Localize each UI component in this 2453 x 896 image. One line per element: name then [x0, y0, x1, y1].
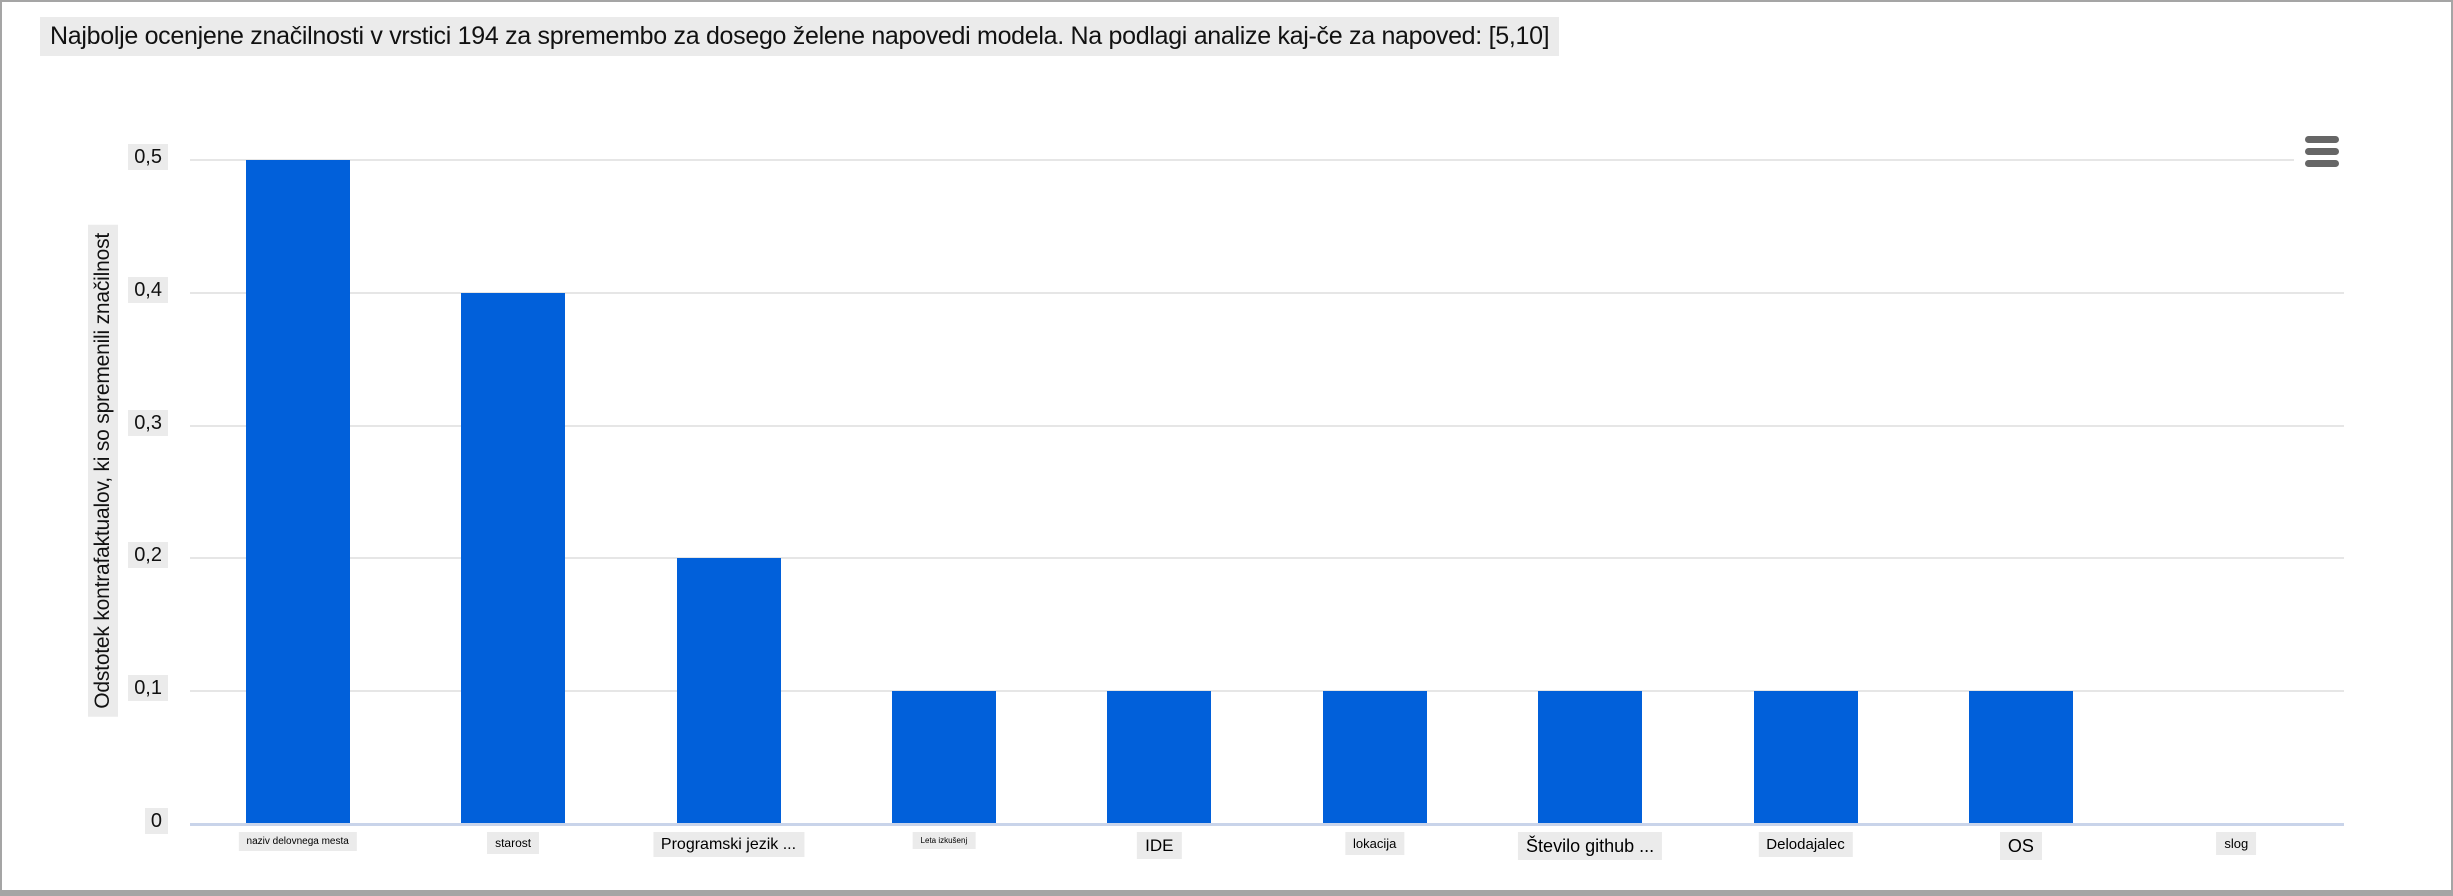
- gridline: [190, 159, 2344, 161]
- y-tick-label-text: 0,3: [128, 409, 168, 436]
- bar[interactable]: [1107, 691, 1212, 824]
- bar[interactable]: [676, 558, 781, 824]
- bar[interactable]: [1538, 691, 1643, 824]
- x-axis-label: naziv delovnega mesta: [238, 832, 357, 851]
- x-axis-label: Leta izkušenj: [912, 832, 976, 849]
- bar[interactable]: [1753, 691, 1858, 824]
- chart-context-menu-button[interactable]: [2294, 130, 2350, 172]
- y-tick-label: 0,5: [42, 144, 168, 170]
- x-axis-label-text: OS: [1999, 832, 2042, 860]
- x-axis-label: Programski jezik ...: [652, 832, 805, 857]
- y-tick-label-text: 0,4: [128, 276, 168, 303]
- x-axis-label-text: slog: [2216, 832, 2257, 855]
- y-tick-label-text: 0,5: [128, 144, 168, 170]
- x-axis-label: lokacija: [1345, 832, 1405, 855]
- y-tick-label-text: 0,2: [128, 542, 168, 569]
- x-axis-label: OS: [1999, 832, 2042, 860]
- y-tick-label: 0,1: [42, 675, 168, 702]
- y-tick-label-text: 0: [144, 808, 168, 834]
- y-tick-label-text: 0,1: [128, 675, 168, 702]
- x-axis-label: Delodajalec: [1758, 832, 1853, 857]
- bar[interactable]: [891, 691, 996, 824]
- x-axis-line: [190, 823, 2344, 826]
- x-axis-label-text: Programski jezik ...: [652, 832, 805, 857]
- y-tick-label: 0,4: [42, 276, 168, 303]
- gridline: [190, 424, 2344, 427]
- x-axis-label: Število github ...: [1518, 832, 1663, 860]
- x-axis-label: slog: [2216, 832, 2257, 855]
- chart-title: Najbolje ocenjene značilnosti v vrstici …: [40, 17, 1560, 56]
- bar[interactable]: [1322, 691, 1427, 824]
- gridline: [190, 557, 2344, 560]
- bar[interactable]: [1968, 691, 2073, 824]
- y-tick-label: 0: [42, 808, 168, 834]
- x-axis-label-text: IDE: [1137, 832, 1182, 859]
- x-axis-label-text: starost: [487, 832, 540, 854]
- y-tick-label: 0,3: [42, 409, 168, 436]
- bar[interactable]: [461, 292, 566, 824]
- gridline: [190, 291, 2344, 294]
- x-axis-label-text: Število github ...: [1518, 832, 1663, 860]
- gridline: [190, 690, 2344, 693]
- bar[interactable]: [245, 160, 350, 824]
- x-axis-label-text: Leta izkušenj: [912, 832, 976, 849]
- y-tick-label: 0,2: [42, 542, 168, 569]
- x-axis-label-text: naziv delovnega mesta: [238, 832, 357, 851]
- x-axis-label: IDE: [1137, 832, 1182, 859]
- x-axis-label-text: lokacija: [1345, 832, 1405, 855]
- x-axis-label-text: Delodajalec: [1758, 832, 1853, 857]
- x-axis-label: starost: [487, 832, 540, 854]
